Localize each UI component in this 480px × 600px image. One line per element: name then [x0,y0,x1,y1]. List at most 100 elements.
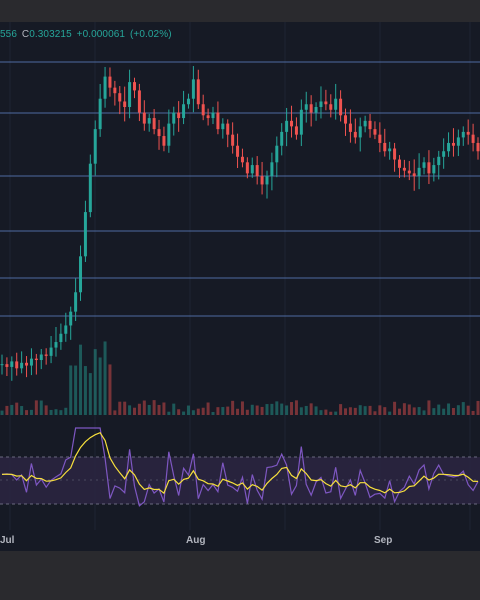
volume-bar-40 [196,408,200,415]
candle-body-52 [255,165,259,177]
candle-body-57 [280,131,284,146]
volume-bar-66 [324,409,328,415]
volume-bar-23 [113,410,117,415]
candle-body-61 [299,109,303,135]
volume-bar-72 [353,407,357,415]
volume-bar-58 [285,405,289,415]
candle-body-62 [304,104,308,110]
candle-body-8 [39,354,43,361]
volume-bar-88 [432,408,436,415]
candle-body-0 [0,364,4,366]
candle-body-33 [162,136,166,146]
candle-body-81 [397,159,401,168]
volume-bar-86 [422,410,426,415]
volume-bar-65 [319,410,323,415]
candle-body-25 [123,101,127,108]
volume-bar-76 [373,411,377,415]
volume-bar-3 [15,402,19,415]
volume-bar-94 [461,402,465,415]
candle-body-64 [314,107,318,113]
legend-close-value: 0.303215 [29,29,72,40]
candle-body-53 [260,176,264,185]
volume-bar-60 [294,400,298,415]
candle-body-6 [29,358,33,366]
candle-body-37 [182,104,186,119]
volume-bar-18 [88,373,92,415]
volume-bar-55 [270,403,274,415]
candle-body-54 [265,176,269,185]
candle-body-67 [329,104,333,110]
volume-bar-31 [152,400,156,415]
volume-bar-85 [417,407,421,415]
volume-bar-90 [442,408,446,415]
candle-body-51 [250,165,254,174]
volume-bar-78 [383,407,387,415]
candle-body-96 [471,134,475,143]
candle-body-35 [172,112,176,124]
volume-bar-5 [25,410,29,415]
volume-bar-56 [275,401,279,415]
volume-bar-51 [250,404,254,415]
volume-bar-39 [191,410,195,415]
candle-body-77 [378,134,382,143]
candle-body-11 [54,342,58,348]
volume-bar-62 [304,405,308,415]
candle-body-15 [74,292,78,312]
volume-bar-36 [177,409,181,415]
volume-bar-41 [201,407,205,415]
volume-bar-64 [314,406,318,415]
volume-bar-46 [226,406,230,415]
candle-body-89 [437,156,441,166]
candle-body-3 [15,361,19,369]
candle-body-40 [196,79,200,105]
candle-body-84 [412,173,416,177]
candle-body-76 [373,129,377,135]
volume-bar-6 [29,409,33,415]
time-axis-label-jul: Jul [0,535,15,546]
candle-body-30 [147,118,151,124]
candle-body-45 [221,123,225,130]
candle-body-94 [461,131,465,138]
candle-body-46 [226,123,230,135]
volume-bar-34 [167,411,171,415]
volume-bar-2 [10,404,14,415]
candle-body-23 [113,87,117,94]
candle-body-70 [344,115,348,124]
oscillator-ma-line [1,431,479,495]
candle-body-31 [152,118,156,130]
volume-bar-14 [69,365,73,415]
legend-close-prefix: C [21,29,30,40]
candle-body-88 [432,165,436,174]
candle-body-90 [442,151,446,157]
candle-body-50 [245,162,249,174]
volume-bar-1 [5,405,9,415]
volume-bar-27 [132,407,136,415]
candle-body-26 [128,82,132,108]
candle-body-19 [93,129,97,164]
volume-bar-61 [299,407,303,415]
volume-bar-9 [44,405,48,415]
volume-bar-8 [39,400,43,415]
candle-body-24 [118,93,122,102]
volume-bar-69 [339,404,343,415]
candle-body-74 [363,120,367,127]
candle-body-22 [108,76,112,88]
bottom-toolbar-strip [0,551,480,600]
legend-partial-value: 556 [0,29,17,40]
volume-bar-80 [393,401,397,415]
candle-body-71 [348,123,352,132]
candle-body-86 [422,162,426,168]
candle-body-39 [191,79,195,99]
candle-body-48 [236,145,240,157]
candle-body-68 [334,98,338,110]
candle-body-69 [339,98,343,116]
volume-bar-74 [363,406,367,415]
volume-bar-26 [128,405,132,415]
candle-body-97 [476,142,480,152]
candle-body-14 [69,311,73,326]
candle-body-82 [402,167,406,171]
candle-body-65 [319,101,323,108]
volume-bar-89 [437,404,441,415]
candle-body-63 [309,104,313,113]
